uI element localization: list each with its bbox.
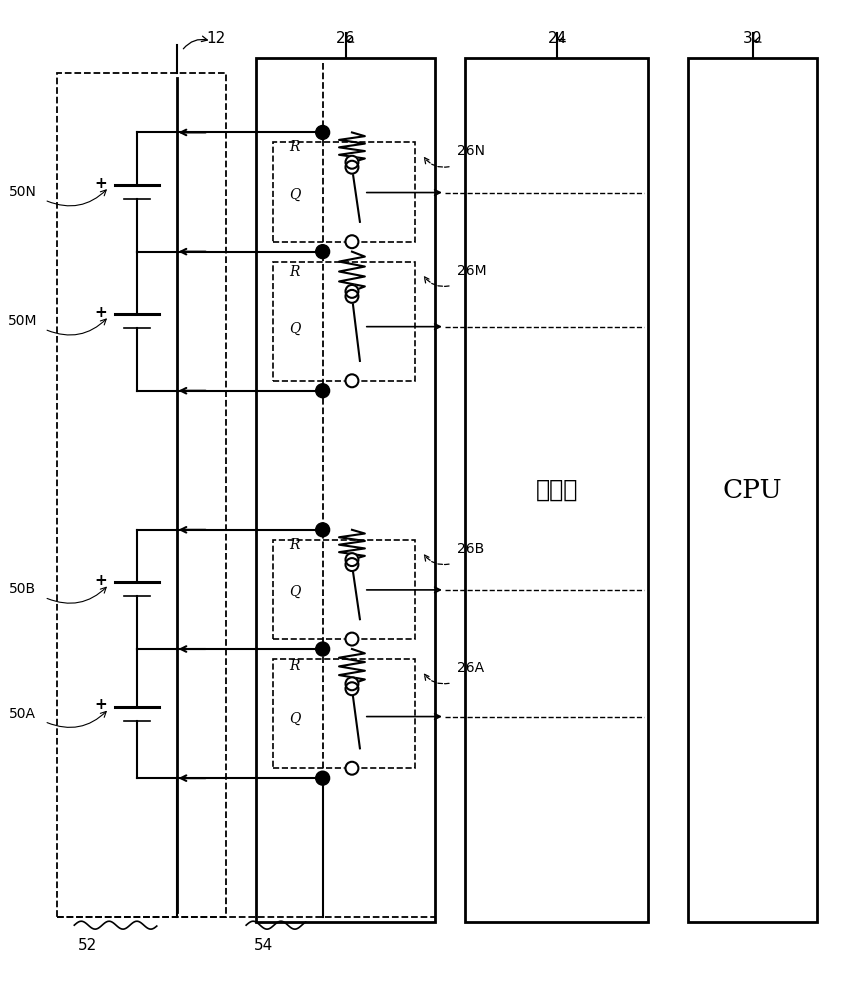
- Text: 26B: 26B: [457, 542, 484, 556]
- Circle shape: [346, 374, 358, 387]
- Circle shape: [315, 384, 330, 398]
- Text: +: +: [94, 573, 108, 588]
- Text: 24: 24: [547, 31, 566, 46]
- Text: 26: 26: [336, 31, 355, 46]
- Text: Q: Q: [289, 585, 300, 599]
- Text: 50N: 50N: [8, 185, 36, 199]
- Text: CPU: CPU: [723, 478, 782, 503]
- Text: 50B: 50B: [9, 582, 36, 596]
- Circle shape: [346, 762, 358, 775]
- Text: 50A: 50A: [9, 707, 36, 721]
- Text: R: R: [290, 265, 300, 279]
- Circle shape: [346, 682, 358, 695]
- Circle shape: [315, 125, 330, 139]
- Circle shape: [346, 156, 358, 169]
- Circle shape: [315, 642, 330, 656]
- Circle shape: [346, 285, 358, 298]
- Circle shape: [346, 161, 358, 174]
- Text: 12: 12: [207, 31, 226, 46]
- Circle shape: [315, 245, 330, 259]
- Text: +: +: [94, 697, 108, 712]
- Circle shape: [346, 633, 358, 646]
- Text: Q: Q: [289, 188, 300, 202]
- Text: 52: 52: [78, 938, 97, 953]
- Circle shape: [315, 771, 330, 785]
- Text: 30: 30: [744, 31, 762, 46]
- Text: +: +: [94, 305, 108, 320]
- Text: Q: Q: [289, 322, 300, 336]
- Circle shape: [315, 523, 330, 537]
- Text: 电压计: 电压计: [535, 478, 577, 502]
- Circle shape: [346, 290, 358, 303]
- Circle shape: [346, 558, 358, 571]
- Circle shape: [346, 677, 358, 690]
- Text: 54: 54: [254, 938, 272, 953]
- Text: 26N: 26N: [457, 144, 485, 158]
- Circle shape: [346, 553, 358, 566]
- Text: R: R: [290, 659, 300, 673]
- Text: +: +: [94, 176, 108, 191]
- Text: 50M: 50M: [8, 314, 37, 328]
- Circle shape: [346, 235, 358, 248]
- Text: 26M: 26M: [457, 264, 486, 278]
- Text: Q: Q: [289, 712, 300, 726]
- Text: R: R: [290, 538, 300, 552]
- Text: 26A: 26A: [457, 661, 484, 675]
- Text: R: R: [290, 140, 300, 154]
